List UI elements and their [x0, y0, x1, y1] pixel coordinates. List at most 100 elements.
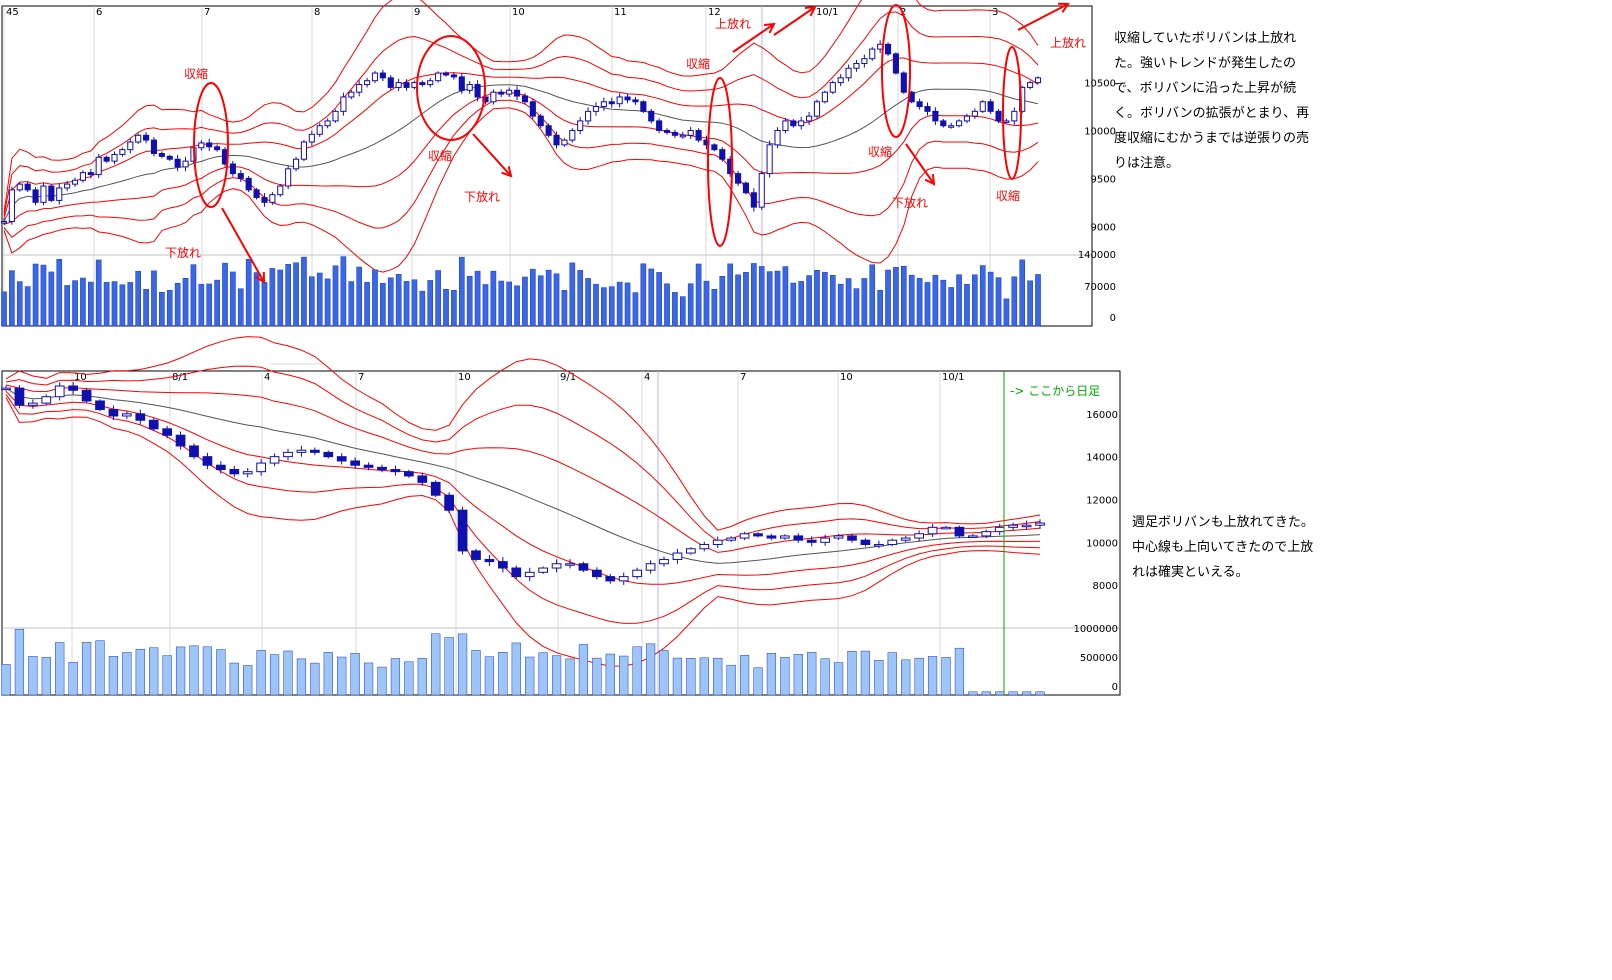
volume-bar — [845, 278, 852, 327]
breakout-arrow-head — [804, 5, 817, 17]
volume-bar — [887, 652, 897, 696]
candle-body — [553, 134, 560, 146]
candle-body — [95, 400, 105, 411]
y-tick-label: 14000 — [1086, 453, 1118, 464]
note-line: 週足ボリバンも上放れてきた。 — [1132, 515, 1314, 530]
candle-body — [687, 130, 694, 136]
volume-bar — [624, 282, 631, 327]
candle-body — [403, 471, 414, 477]
candle-body — [565, 563, 575, 566]
volume-bar — [577, 270, 584, 327]
volume-bar — [901, 659, 911, 696]
volume-bar — [972, 274, 978, 327]
volume-bar — [214, 279, 220, 327]
candle-body — [1035, 522, 1045, 526]
candle-body — [363, 464, 374, 468]
volume-bar — [861, 278, 868, 327]
candle-body — [545, 125, 552, 136]
breakout-arrow — [221, 207, 265, 283]
volume-bar — [893, 267, 899, 327]
candle-body — [350, 460, 361, 466]
candle-body — [979, 101, 986, 112]
candle-body — [616, 96, 623, 105]
volume-bar — [885, 269, 891, 327]
volume-bar — [316, 272, 323, 327]
candle-body — [1003, 120, 1010, 123]
x-tick-label: 8/1 — [172, 372, 188, 383]
candle-body — [591, 569, 602, 578]
note-line: りは注意。 — [1114, 156, 1180, 171]
candle-body — [316, 125, 323, 135]
volume-bar — [1, 664, 11, 696]
volume-bar — [632, 292, 639, 327]
x-tick-label: 9/1 — [560, 372, 576, 383]
volume-tick-label: 500000 — [1080, 653, 1118, 664]
candle-body — [379, 72, 386, 79]
candle-body — [427, 80, 434, 86]
candle-body — [356, 84, 363, 93]
x-tick-label: 10/1 — [816, 7, 838, 18]
volume-bar — [363, 662, 374, 696]
volume-bar — [9, 270, 15, 327]
candle-body — [158, 152, 165, 157]
candle-body — [766, 144, 773, 175]
candle-body — [103, 156, 110, 162]
squeeze-ellipse — [416, 35, 486, 141]
candle-body — [577, 120, 584, 132]
note-top: 収縮していたボリバンは上放れ た。強いトレンドが発生したの で、ボリバンに沿った… — [1114, 26, 1309, 176]
annotation-label: 上放れ — [715, 16, 751, 31]
volume-bar — [648, 268, 655, 327]
volume-bar — [874, 659, 884, 696]
candle-body — [726, 537, 737, 541]
x-tick-label: 7 — [204, 7, 210, 18]
x-tick-label: 10 — [512, 7, 525, 18]
volume-bar — [484, 656, 495, 696]
candle-body — [521, 95, 529, 103]
candle-body — [484, 558, 495, 563]
volume-bar — [419, 290, 426, 327]
volume-bar — [869, 264, 876, 327]
candle-body — [253, 189, 260, 199]
volume-bar — [593, 283, 599, 327]
candle-body — [600, 101, 607, 108]
squeeze-ellipse — [193, 82, 229, 208]
candle-body — [371, 72, 379, 82]
volume-bar — [458, 256, 465, 327]
upper-band-1sigma — [5, 384, 1041, 553]
candle-body — [1, 387, 11, 391]
volume-bar — [230, 271, 236, 327]
volume-bar — [256, 650, 266, 696]
volume-bar — [711, 289, 718, 327]
volume-bar — [699, 657, 709, 696]
volume-bar — [149, 647, 159, 696]
candle-body — [54, 385, 65, 398]
volume-bar — [954, 647, 965, 696]
volume-bar — [435, 270, 441, 327]
volume-bar — [743, 272, 749, 327]
volume-bar — [927, 656, 938, 696]
volume-bar — [253, 272, 260, 327]
candle-body — [793, 535, 804, 541]
candle-body — [348, 91, 355, 98]
candle-body — [758, 173, 765, 208]
candle-body — [245, 177, 252, 191]
candle-body — [624, 96, 631, 101]
upper-band-3sigma — [3, 0, 1039, 213]
volume-bar — [601, 287, 607, 327]
volume-bar — [41, 657, 51, 696]
candle-body — [174, 158, 181, 168]
candle-body — [656, 120, 663, 132]
volume-bar — [837, 283, 844, 327]
candle-body — [148, 419, 159, 430]
candle-body — [229, 163, 236, 175]
volume-bar — [81, 642, 92, 696]
candle-body — [537, 115, 544, 127]
note-line: で、ボリバンに沿った上昇が続 — [1114, 81, 1297, 96]
volume-bar — [296, 658, 307, 696]
candle-body — [538, 567, 549, 573]
volume-bar — [151, 270, 157, 327]
volume-bar — [695, 263, 702, 327]
candle-body — [632, 569, 643, 578]
candle-body — [813, 101, 821, 117]
candle-body — [592, 106, 600, 112]
